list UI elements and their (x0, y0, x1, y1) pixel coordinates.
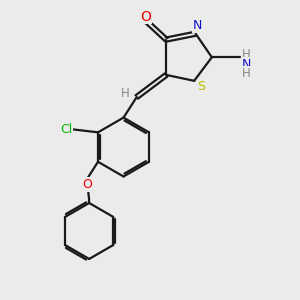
Text: S: S (197, 80, 206, 93)
Text: N: N (242, 58, 251, 71)
Text: H: H (242, 67, 251, 80)
Text: O: O (82, 178, 92, 191)
Text: H: H (242, 48, 251, 62)
Text: H: H (121, 87, 130, 100)
Text: N: N (193, 19, 202, 32)
Text: O: O (140, 10, 151, 24)
Text: Cl: Cl (60, 123, 73, 136)
